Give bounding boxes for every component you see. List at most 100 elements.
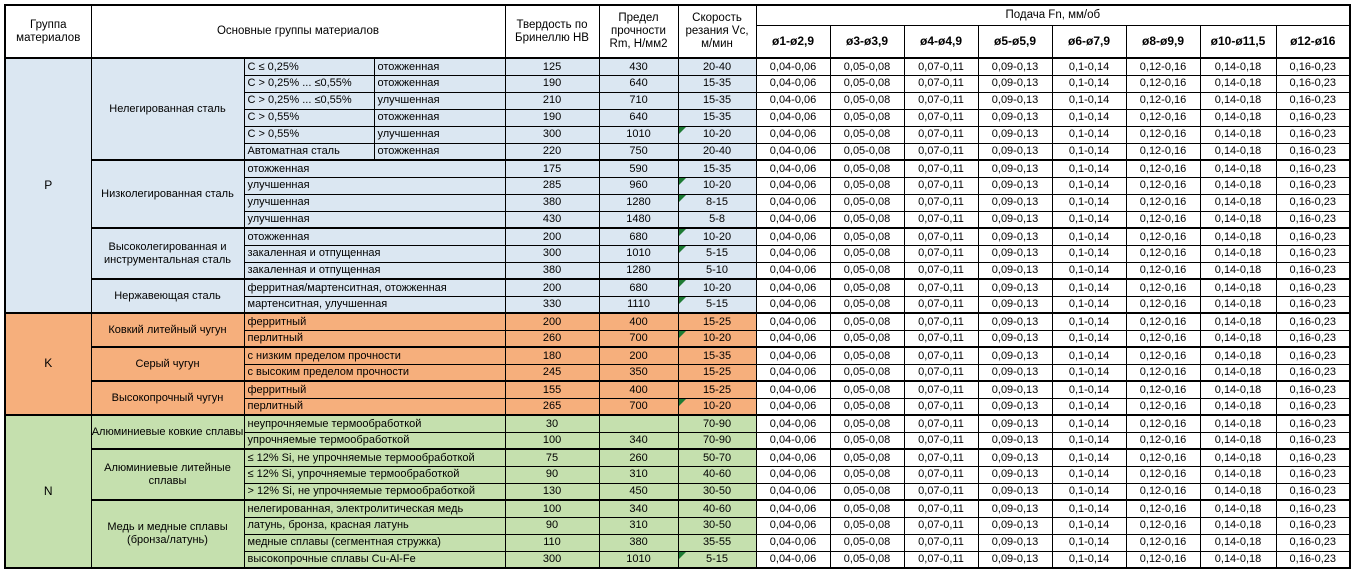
feed-value-cell[interactable]: 0,12-0,16 [1125, 533, 1201, 552]
material-subgroup-cell[interactable]: Нержавеющая сталь [90, 278, 245, 314]
feed-value-cell[interactable]: 0,07-0,11 [903, 142, 979, 161]
material-subgroup-cell[interactable]: Высокопрочный чугун [90, 380, 245, 416]
hardness-cell[interactable]: 130 [504, 482, 600, 501]
strength-cell[interactable]: 1280 [598, 193, 679, 212]
feed-value-cell[interactable]: 0,16-0,23 [1275, 533, 1351, 552]
feed-value-cell[interactable]: 0,04-0,06 [755, 397, 831, 416]
hardness-cell[interactable]: 380 [504, 261, 600, 280]
material-detail-cell[interactable]: C > 0,55% [243, 108, 375, 127]
strength-cell[interactable]: 1280 [598, 261, 679, 280]
strength-cell[interactable]: 350 [598, 363, 679, 382]
feed-value-cell[interactable]: 0,04-0,06 [755, 91, 831, 110]
feed-value-cell[interactable]: 0,07-0,11 [903, 448, 979, 467]
hardness-cell[interactable]: 100 [504, 499, 600, 518]
material-detail-cell[interactable]: неупрочняемые термообработкой [243, 414, 506, 433]
material-detail-cell[interactable]: ≤ 12% Si, не упрочняемые термообработкой [243, 448, 506, 467]
feed-value-cell[interactable]: 0,1-0,14 [1051, 74, 1127, 93]
feed-value-cell[interactable]: 0,09-0,13 [977, 397, 1053, 416]
feed-value-cell[interactable]: 0,16-0,23 [1275, 363, 1351, 382]
feed-value-cell[interactable]: 0,16-0,23 [1275, 329, 1351, 348]
feed-value-cell[interactable]: 0,04-0,06 [755, 227, 831, 246]
hardness-cell[interactable]: 90 [504, 465, 600, 484]
hardness-cell[interactable]: 430 [504, 210, 600, 229]
material-subgroup-cell[interactable]: Алюминиевые литейные сплавы [90, 448, 245, 501]
feed-value-cell[interactable]: 0,09-0,13 [977, 244, 1053, 263]
feed-value-cell[interactable]: 0,07-0,11 [903, 261, 979, 280]
material-detail-cell[interactable]: C > 0,25% ... ≤0,55% [243, 74, 375, 93]
feed-value-cell[interactable]: 0,05-0,08 [829, 533, 905, 552]
feed-col-header[interactable]: ø12-ø16 [1275, 24, 1351, 59]
strength-cell[interactable]: 640 [598, 108, 679, 127]
material-subgroup-cell[interactable]: Алюминиевые ковкие сплавы [90, 414, 245, 450]
feed-value-cell[interactable]: 0,16-0,23 [1275, 465, 1351, 484]
feed-value-cell[interactable]: 0,14-0,18 [1199, 74, 1277, 93]
feed-value-cell[interactable]: 0,12-0,16 [1125, 329, 1201, 348]
hardness-cell[interactable]: 300 [504, 244, 600, 263]
feed-value-cell[interactable]: 0,1-0,14 [1051, 295, 1127, 314]
feed-value-cell[interactable]: 0,1-0,14 [1051, 57, 1127, 76]
material-detail-cell[interactable]: ≤ 12% Si, упрочняемые термообработкой [243, 465, 506, 484]
material-subgroup-cell[interactable]: Ковкий литейный чугун [90, 312, 245, 348]
feed-value-cell[interactable]: 0,04-0,06 [755, 499, 831, 518]
feed-value-cell[interactable]: 0,09-0,13 [977, 363, 1053, 382]
feed-value-cell[interactable]: 0,12-0,16 [1125, 346, 1201, 365]
speed-cell[interactable]: 10-20 [677, 125, 757, 144]
feed-value-cell[interactable]: 0,16-0,23 [1275, 159, 1351, 178]
hardness-cell[interactable]: 245 [504, 363, 600, 382]
speed-cell[interactable]: 10-20 [677, 227, 757, 246]
material-subgroup-cell[interactable]: Медь и медные сплавы (бронза/латунь) [90, 499, 245, 569]
feed-value-cell[interactable]: 0,04-0,06 [755, 295, 831, 314]
speed-cell[interactable]: 5-15 [677, 244, 757, 263]
feed-value-cell[interactable]: 0,05-0,08 [829, 397, 905, 416]
hardness-cell[interactable]: 75 [504, 448, 600, 467]
feed-value-cell[interactable]: 0,16-0,23 [1275, 244, 1351, 263]
material-state-cell[interactable]: отожженная [373, 108, 506, 127]
speed-cell[interactable]: 5-15 [677, 295, 757, 314]
feed-value-cell[interactable]: 0,09-0,13 [977, 465, 1053, 484]
feed-value-cell[interactable]: 0,16-0,23 [1275, 312, 1351, 331]
feed-value-cell[interactable]: 0,09-0,13 [977, 295, 1053, 314]
feed-value-cell[interactable]: 0,07-0,11 [903, 397, 979, 416]
feed-value-cell[interactable]: 0,07-0,11 [903, 312, 979, 331]
feed-value-cell[interactable]: 0,05-0,08 [829, 482, 905, 501]
feed-col-header[interactable]: ø8-ø9,9 [1125, 24, 1201, 59]
feed-value-cell[interactable]: 0,14-0,18 [1199, 91, 1277, 110]
feed-value-cell[interactable]: 0,04-0,06 [755, 363, 831, 382]
feed-value-cell[interactable]: 0,14-0,18 [1199, 108, 1277, 127]
feed-value-cell[interactable]: 0,04-0,06 [755, 244, 831, 263]
feed-value-cell[interactable]: 0,09-0,13 [977, 74, 1053, 93]
speed-cell[interactable]: 70-90 [677, 414, 757, 433]
strength-cell[interactable]: 680 [598, 227, 679, 246]
feed-value-cell[interactable]: 0,07-0,11 [903, 295, 979, 314]
speed-cell[interactable]: 15-35 [677, 346, 757, 365]
feed-value-cell[interactable]: 0,14-0,18 [1199, 533, 1277, 552]
feed-value-cell[interactable]: 0,16-0,23 [1275, 278, 1351, 297]
feed-value-cell[interactable]: 0,09-0,13 [977, 533, 1053, 552]
strength-cell[interactable] [598, 414, 679, 433]
feed-value-cell[interactable]: 0,16-0,23 [1275, 210, 1351, 229]
feed-value-cell[interactable]: 0,04-0,06 [755, 261, 831, 280]
feed-value-cell[interactable]: 0,12-0,16 [1125, 193, 1201, 212]
feed-value-cell[interactable]: 0,04-0,06 [755, 550, 831, 569]
feed-value-cell[interactable]: 0,07-0,11 [903, 482, 979, 501]
speed-cell[interactable]: 5-10 [677, 261, 757, 280]
feed-value-cell[interactable]: 0,14-0,18 [1199, 397, 1277, 416]
material-detail-cell[interactable]: отожженная [243, 227, 506, 246]
col-header-feed-title[interactable]: Подача Fn, мм/об [755, 4, 1351, 26]
feed-value-cell[interactable]: 0,12-0,16 [1125, 397, 1201, 416]
speed-cell[interactable]: 20-40 [677, 57, 757, 76]
feed-value-cell[interactable]: 0,1-0,14 [1051, 397, 1127, 416]
strength-cell[interactable]: 340 [598, 431, 679, 450]
feed-value-cell[interactable]: 0,12-0,16 [1125, 159, 1201, 178]
strength-cell[interactable]: 1010 [598, 550, 679, 569]
feed-value-cell[interactable]: 0,09-0,13 [977, 125, 1053, 144]
feed-value-cell[interactable]: 0,07-0,11 [903, 363, 979, 382]
strength-cell[interactable]: 1480 [598, 210, 679, 229]
feed-value-cell[interactable]: 0,12-0,16 [1125, 210, 1201, 229]
feed-value-cell[interactable]: 0,1-0,14 [1051, 533, 1127, 552]
speed-cell[interactable]: 10-20 [677, 278, 757, 297]
strength-cell[interactable]: 1110 [598, 295, 679, 314]
speed-cell[interactable]: 5-15 [677, 550, 757, 569]
speed-cell[interactable]: 15-25 [677, 380, 757, 399]
speed-cell[interactable]: 10-20 [677, 329, 757, 348]
